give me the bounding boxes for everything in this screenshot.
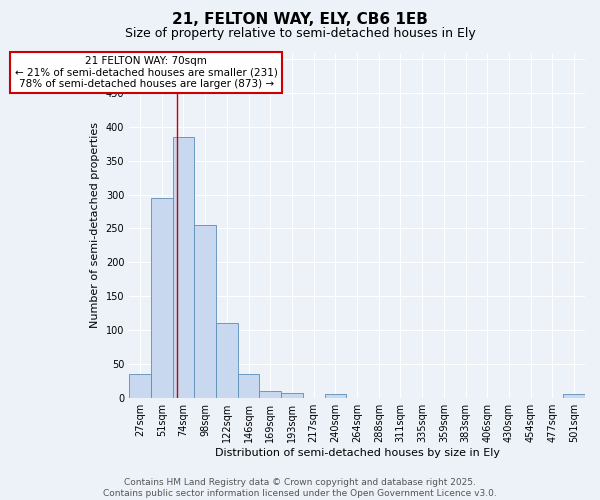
Bar [173, 137, 194, 398]
Bar [194, 225, 216, 398]
Bar [216, 324, 238, 398]
X-axis label: Distribution of semi-detached houses by size in Ely: Distribution of semi-detached houses by … [215, 448, 500, 458]
Bar [563, 394, 585, 398]
Text: Contains HM Land Registry data © Crown copyright and database right 2025.
Contai: Contains HM Land Registry data © Crown c… [103, 478, 497, 498]
Bar [238, 374, 259, 398]
Text: Size of property relative to semi-detached houses in Ely: Size of property relative to semi-detach… [125, 28, 475, 40]
Bar [129, 374, 151, 398]
Bar [151, 198, 173, 398]
Bar [325, 394, 346, 398]
Bar [259, 391, 281, 398]
Text: 21, FELTON WAY, ELY, CB6 1EB: 21, FELTON WAY, ELY, CB6 1EB [172, 12, 428, 28]
Text: 21 FELTON WAY: 70sqm
← 21% of semi-detached houses are smaller (231)
78% of semi: 21 FELTON WAY: 70sqm ← 21% of semi-detac… [14, 56, 278, 89]
Bar [281, 393, 303, 398]
Y-axis label: Number of semi-detached properties: Number of semi-detached properties [90, 122, 100, 328]
